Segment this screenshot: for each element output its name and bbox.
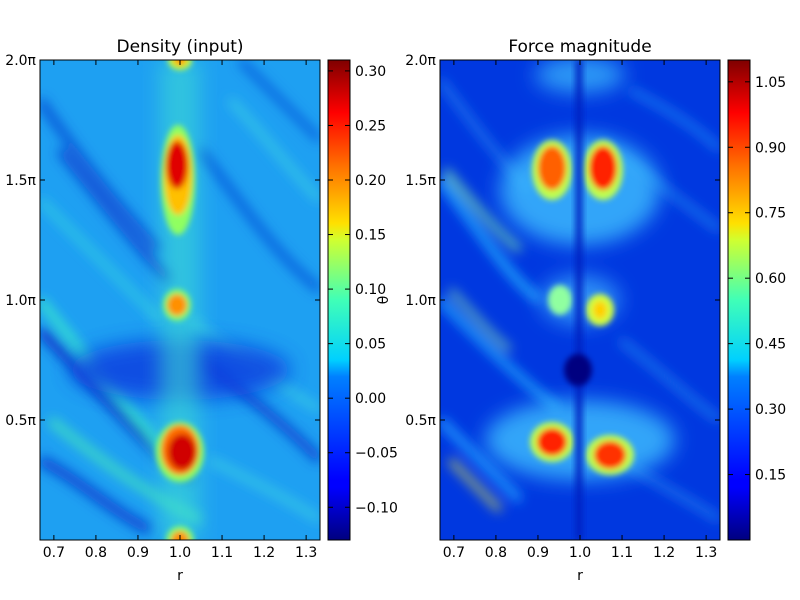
x-tick-label: 0.9 <box>127 545 149 561</box>
x-tick-label: 0.9 <box>527 545 549 561</box>
y-tick-label: 1.5π <box>5 173 36 189</box>
x-tick-label: 0.7 <box>443 545 465 561</box>
colorbar-tick-label: 0.75 <box>755 206 786 222</box>
colorbar-tick-label: 1.05 <box>755 75 786 91</box>
force-ticks: 0.7 0.8 0.9 1.0 1.1 1.2 1.3 0.5π 1.0π 1.5π 2.0π <box>405 53 720 561</box>
colorbar-tick-label: 0.45 <box>755 337 786 353</box>
y-tick-label: 1.0π <box>405 293 436 309</box>
density-ticks: 0.7 0.8 0.9 1.0 1.1 1.2 1.3 0.5π 1.0π 1.5π 2.0π <box>5 53 320 561</box>
x-tick-label: 1.1 <box>611 545 633 561</box>
y-tick-label: 1.5π <box>405 173 436 189</box>
x-tick-label: 1.3 <box>695 545 717 561</box>
force-title: Force magnitude <box>508 37 651 57</box>
density-heatmap <box>40 60 320 540</box>
x-tick-label: 1.2 <box>253 545 275 561</box>
colorbar-tick-label: −0.05 <box>355 446 398 462</box>
y-tick-label: 0.5π <box>5 413 36 429</box>
force-colorbar <box>727 59 751 541</box>
colorbar-tick-label: 0.15 <box>755 468 786 484</box>
x-tick-label: 0.8 <box>485 545 507 561</box>
x-tick-label: 1.1 <box>211 545 233 561</box>
density-panel: Density (input) <box>5 37 398 584</box>
colorbar-tick-label: 0.30 <box>755 402 786 418</box>
colorbar-tick-label: 0.10 <box>355 282 386 298</box>
colorbar-tick-label: 0.30 <box>355 64 386 80</box>
colorbar-tick-label: 0.15 <box>355 228 386 244</box>
theta-axis-label: θ <box>376 296 392 305</box>
force-panel: Force magnitude <box>405 37 786 584</box>
x-tick-label: 0.8 <box>85 545 107 561</box>
density-xlabel: r <box>177 568 183 584</box>
colorbar-tick-label: −0.10 <box>355 500 398 516</box>
force-heatmap <box>440 60 720 540</box>
colorbar-tick-label: 0.25 <box>355 118 386 134</box>
colorbar-tick-label: 0.20 <box>355 173 386 189</box>
force-colorbar-ticks: 0.15 0.30 0.45 0.60 0.75 0.90 1.05 <box>728 75 786 484</box>
x-tick-label: 1.3 <box>295 545 317 561</box>
density-colorbar <box>327 59 351 541</box>
x-tick-label: 1.0 <box>569 545 591 561</box>
y-tick-label: 0.5π <box>405 413 436 429</box>
y-tick-label: 1.0π <box>5 293 36 309</box>
colorbar-tick-label: 0.60 <box>755 271 786 287</box>
y-tick-label: 2.0π <box>5 53 36 69</box>
colorbar-tick-label: 0.05 <box>355 337 386 353</box>
force-xlabel: r <box>577 568 583 584</box>
density-title: Density (input) <box>116 37 243 57</box>
y-tick-label: 2.0π <box>405 53 436 69</box>
colorbar-tick-label: 0.90 <box>755 140 786 156</box>
x-tick-label: 0.7 <box>43 545 65 561</box>
density-colorbar-ticks: −0.10 −0.05 0.00 0.05 0.10 0.15 0.20 0.25 0.30 <box>328 64 398 516</box>
x-tick-label: 1.2 <box>653 545 675 561</box>
x-tick-label: 1.0 <box>169 545 191 561</box>
colorbar-tick-label: 0.00 <box>355 391 386 407</box>
